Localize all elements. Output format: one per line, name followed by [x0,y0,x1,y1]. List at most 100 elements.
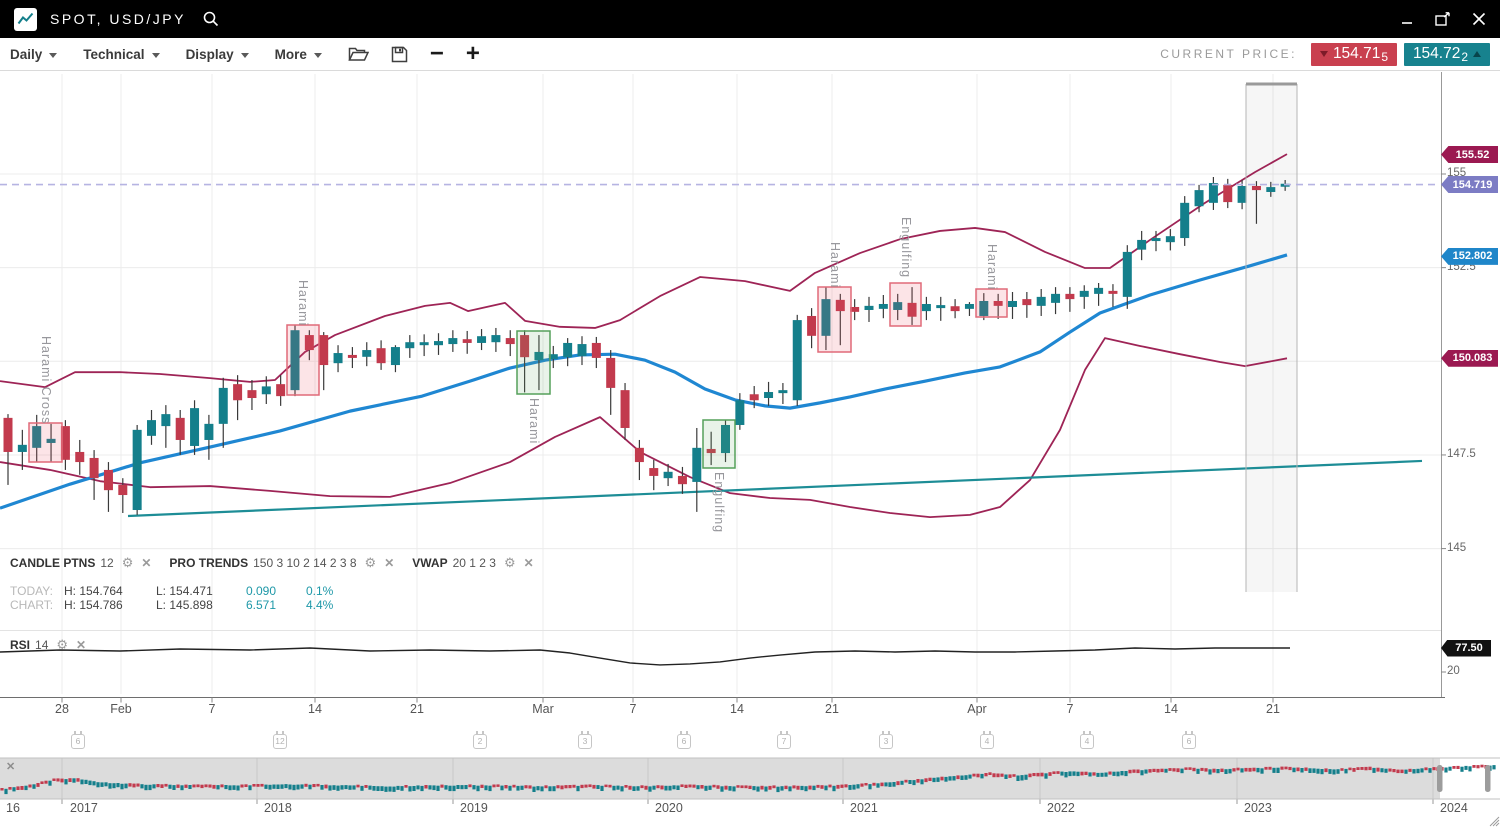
rsi-period: 14 [35,638,49,652]
chart-toolbar: Daily Technical Display More − + CURRENT… [0,38,1500,71]
chevron-down-icon [151,52,160,58]
menu-timeframe-label: Daily [10,46,43,62]
calendar-event-icon[interactable]: 4 [980,731,994,749]
gear-icon[interactable]: ⚙ [56,637,69,652]
price-level-badge: 150.083 [1441,349,1498,367]
navigator-selection-window[interactable] [1440,758,1500,799]
arrow-up-icon [1473,51,1482,57]
menu-more[interactable]: More [275,47,322,62]
candle [864,305,874,310]
candle [907,302,917,317]
menu-display[interactable]: Display [186,47,249,62]
today-stats-row: TODAY: H: 154.764 L: 154.471 0.090 0.1% [10,584,333,598]
navigator-right-handle[interactable] [1485,765,1491,792]
time-axis-label: 14 [308,702,322,716]
calendar-event-icon[interactable]: 6 [71,731,85,749]
candle [721,424,730,454]
candle [32,426,42,448]
price-chart-canvas[interactable] [0,71,1500,827]
calendar-event-icon[interactable]: 3 [879,731,893,749]
calendar-event-icon[interactable]: 3 [578,731,592,749]
candle [218,387,228,424]
pattern-label: Harami Cross [38,336,53,425]
gear-icon[interactable]: ⚙ [503,555,516,570]
gear-icon[interactable]: ⚙ [121,555,134,570]
pattern-highlight-box [975,288,1008,318]
menu-technical[interactable]: Technical [83,47,160,62]
navigator-year-label: 2021 [850,801,878,815]
rsi-line [0,647,1290,666]
candle [950,306,960,312]
time-axis-label: 7 [629,702,637,716]
window-title: SPOT, USD/JPY [50,11,186,27]
price-axis-label: 147.5 [1447,447,1476,460]
close-button[interactable] [1472,12,1486,26]
rsi-legend: RSI 14 ⚙ ✕ [10,637,86,653]
candle [1022,299,1032,306]
candle [347,354,357,358]
candle [807,315,817,336]
zoom-out-button[interactable]: − [429,40,444,67]
time-axis-label: Feb [110,702,132,716]
close-icon[interactable]: ✕ [76,638,87,652]
close-icon[interactable]: ✕ [141,556,152,570]
popout-button[interactable] [1435,11,1452,27]
candle [390,347,400,366]
rsi-value-badge: 77.50 [1441,639,1491,657]
open-folder-icon[interactable] [348,46,369,62]
calendar-event-icon[interactable]: 6 [677,731,691,749]
arrow-down-icon [1319,51,1328,57]
navigator-year-label: 2017 [70,801,98,815]
candle [1208,182,1218,203]
candle [606,357,616,388]
candle [735,400,745,425]
candle [921,303,931,312]
calendar-event-icon[interactable]: 6 [1182,731,1196,749]
menu-more-label: More [274,46,307,62]
candle [75,451,85,463]
navigator-left-handle[interactable] [1437,765,1443,792]
candle [692,447,702,482]
gear-icon[interactable]: ⚙ [364,555,377,570]
calendar-event-icon[interactable]: 2 [473,731,487,749]
candle [103,469,113,491]
search-icon[interactable] [202,10,220,28]
chart-high: 154.786 [79,598,123,612]
candle [1223,184,1233,203]
candle [462,339,472,343]
current-price-label: CURRENT PRICE: [1160,47,1297,61]
close-icon[interactable]: ✕ [523,556,534,570]
chart-stats-row: CHART: H: 154.786 L: 145.898 6.571 4.4% [10,598,333,612]
close-icon[interactable]: ✕ [384,556,395,570]
today-change: 0.090 [246,584,277,598]
candle [405,342,415,349]
today-change-pct: 0.1% [306,584,334,598]
candle [46,438,56,443]
resize-grip-icon[interactable] [1495,822,1500,827]
candle [1194,190,1204,207]
resize-grip-icon[interactable] [1489,816,1500,827]
candle [175,417,185,440]
navigator-year-label: 2024 [1440,801,1468,815]
save-icon[interactable] [391,46,408,63]
candle [835,299,845,312]
candle [634,447,644,463]
calendar-event-icon[interactable]: 7 [777,731,791,749]
buy-price-button[interactable]: 154.72 2 [1404,42,1490,66]
minimize-button[interactable] [1401,12,1415,26]
chart-label: CHART: [10,598,54,612]
menu-timeframe[interactable]: Daily [10,46,58,62]
navigator-track[interactable] [0,758,1500,799]
sell-price-button[interactable]: 154.71 5 [1311,42,1397,66]
candle [276,384,286,397]
candle [936,305,946,309]
calendar-event-icon[interactable]: 12 [273,731,287,749]
calendar-event-icon[interactable]: 4 [1080,731,1094,749]
candle [147,420,156,436]
indicator-legend-row: CANDLE PTNS 12 ⚙ ✕ PRO TRENDS 150 3 10 2… [10,555,534,571]
today-low: 154.471 [169,584,213,598]
zoom-in-button[interactable]: + [465,40,480,67]
resize-grip-icon[interactable] [1492,819,1500,827]
navigator-close-button[interactable]: ✕ [6,761,16,773]
ask-price: 154.72 [1412,45,1461,62]
